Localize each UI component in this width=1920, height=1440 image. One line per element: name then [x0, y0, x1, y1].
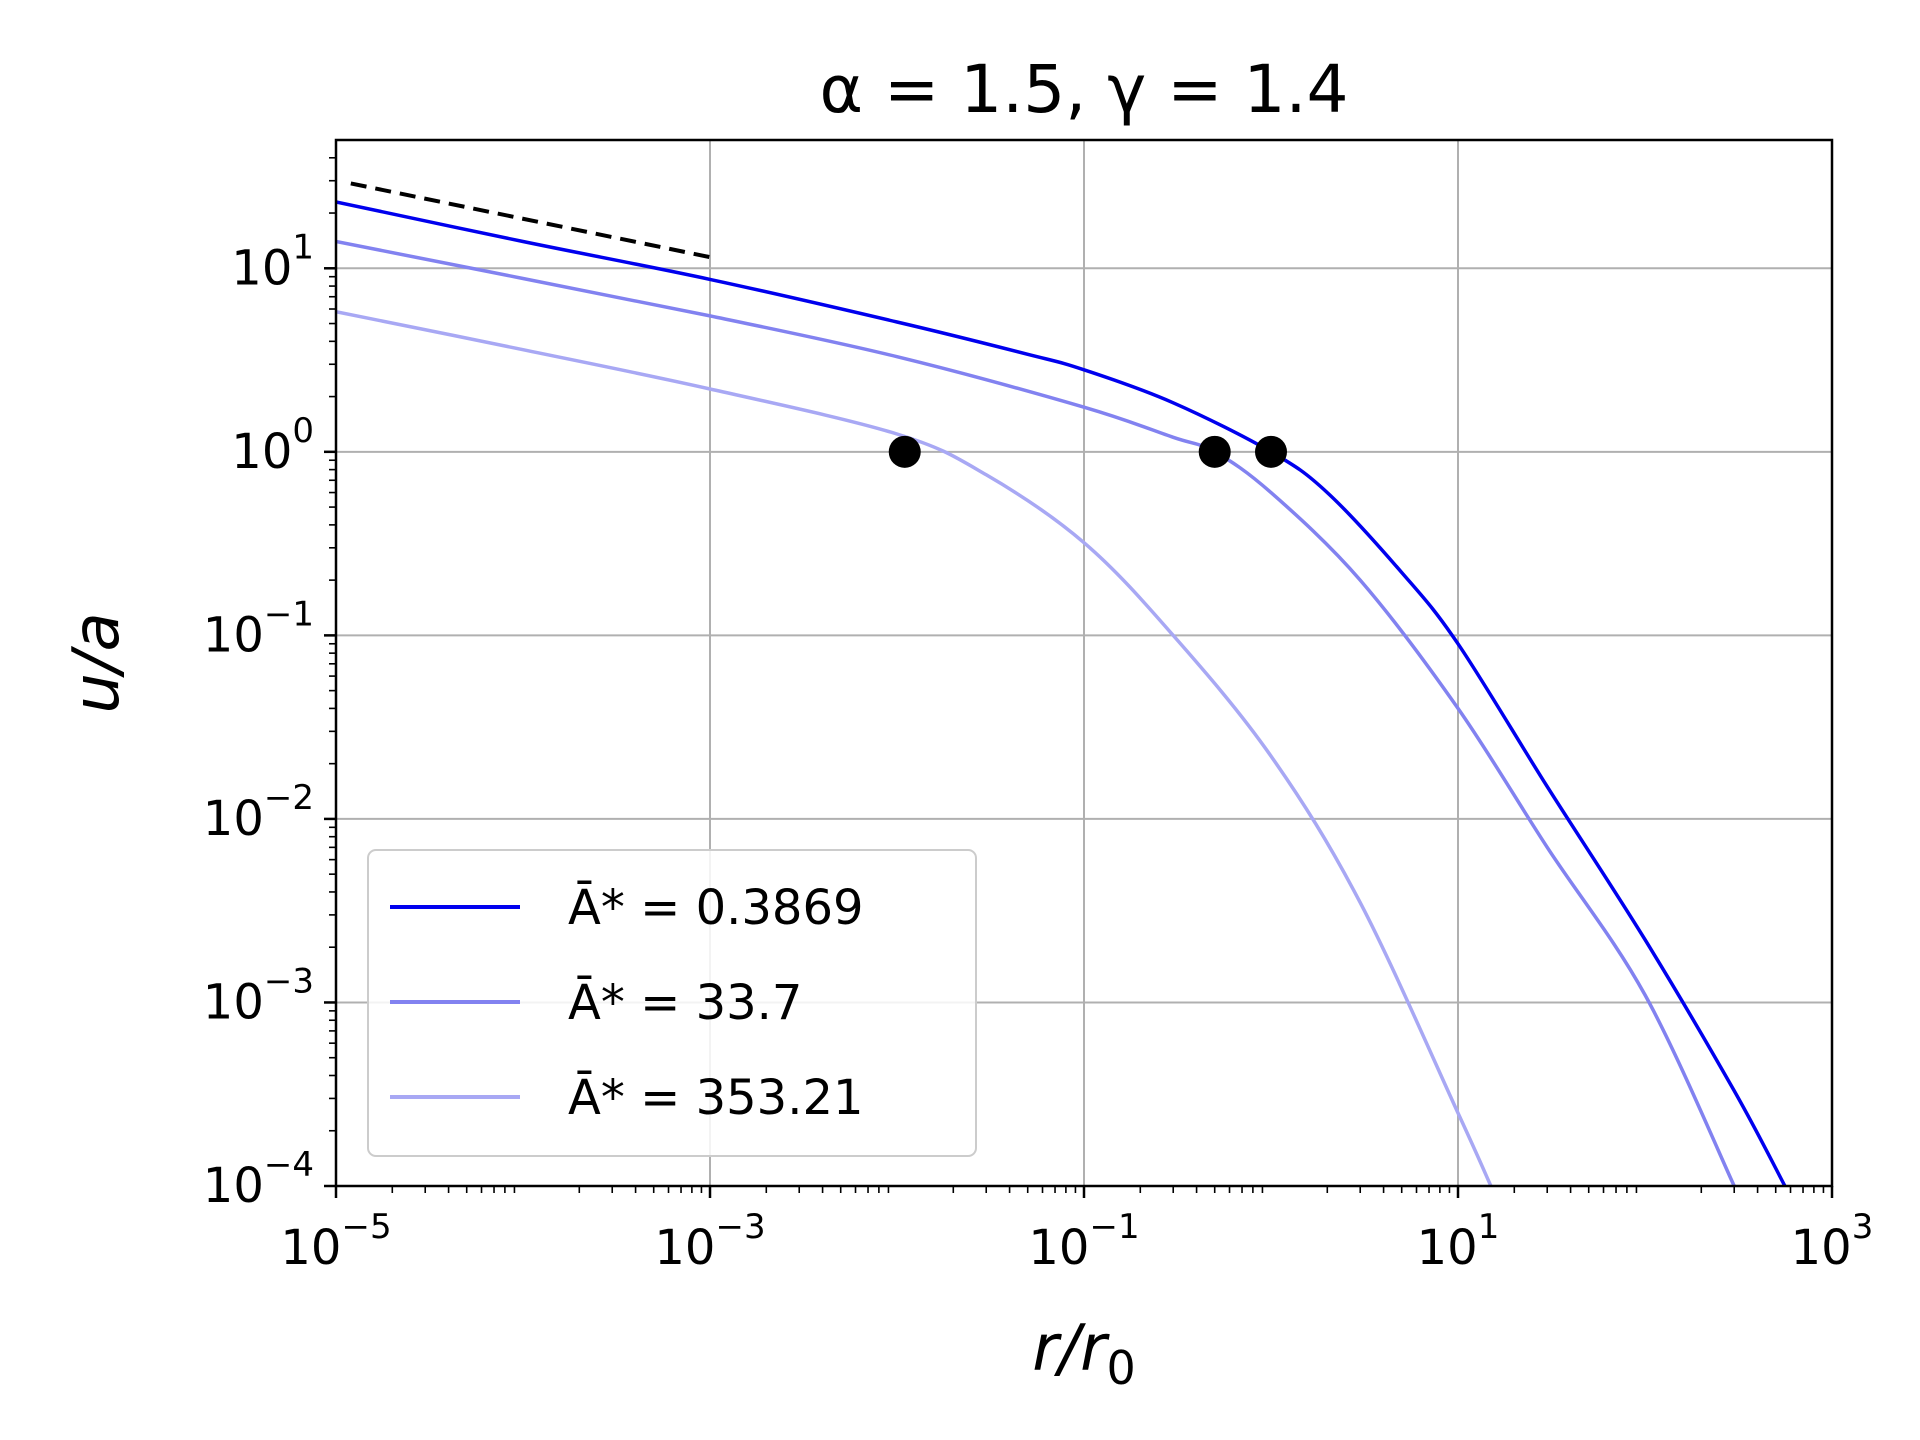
y-tick-label: 10−4 — [203, 1145, 314, 1214]
x-axis-label: r/r0 — [1032, 1312, 1135, 1395]
legend-label-2: Ā* = 33.7 — [568, 975, 802, 1031]
chart-title: α = 1.5, γ = 1.4 — [820, 51, 1349, 128]
series-line-3 — [336, 309, 1493, 1186]
y-tick-label: 10−3 — [203, 961, 314, 1030]
legend-label-3: Ā* = 353.21 — [568, 1070, 864, 1126]
x-tick-label: 101 — [1417, 1207, 1500, 1276]
x-tick-label: 10−5 — [280, 1207, 391, 1276]
y-axis-label: u/a — [60, 612, 134, 713]
y-tick-label: 100 — [231, 411, 314, 480]
data-point-marker — [1255, 435, 1287, 468]
legend: Ā* = 0.3869 Ā* = 33.7 Ā* = 353.21 — [367, 849, 977, 1157]
data-point-marker — [1198, 435, 1231, 468]
axis-ticks: 10−5 10−3 10−1 101 103 10−4 10−3 10−2 10−1 100 101 — [203, 156, 1874, 1276]
y-tick-label: 10−2 — [203, 778, 314, 847]
x-tick-label: 10−3 — [654, 1207, 765, 1276]
data-point-marker — [888, 435, 921, 468]
y-tick-label: 101 — [231, 227, 314, 296]
legend-box — [367, 849, 977, 1157]
plot-area — [336, 181, 1787, 1186]
y-tick-label: 10−1 — [203, 594, 314, 663]
legend-label-1: Ā* = 0.3869 — [568, 880, 864, 936]
x-tick-label: 10−1 — [1028, 1207, 1139, 1276]
x-tick-label: 103 — [1791, 1207, 1874, 1276]
reference-line — [350, 181, 711, 260]
